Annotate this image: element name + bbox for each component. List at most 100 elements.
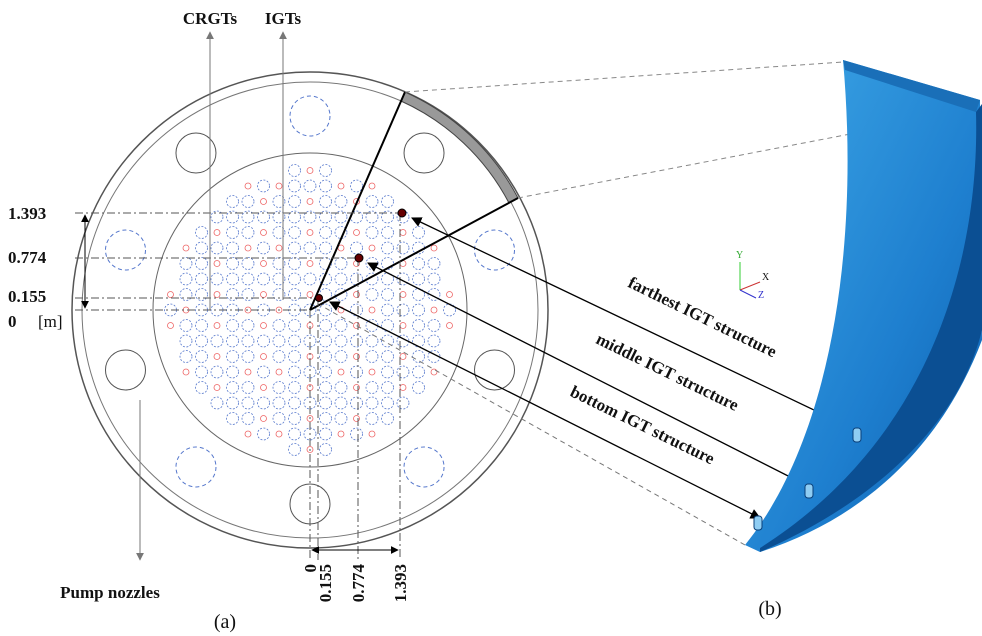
tube (307, 199, 313, 205)
tube (400, 292, 406, 298)
tube (397, 397, 409, 409)
tube (428, 335, 440, 347)
shell-3d (740, 60, 982, 552)
tube (400, 385, 406, 391)
tube (227, 320, 239, 332)
tube (307, 292, 313, 298)
tube (382, 382, 394, 394)
tube (227, 258, 239, 270)
label: IGTs (265, 9, 302, 28)
tube (382, 289, 394, 301)
tube (320, 366, 332, 378)
tube (382, 351, 394, 363)
tube (245, 369, 251, 375)
tube (413, 335, 425, 347)
figure: CRGTs IGTs Pump nozzles (a) (b) [m] 1.39… (0, 0, 982, 636)
tube (400, 323, 406, 329)
tube (382, 242, 394, 254)
tube (211, 397, 223, 409)
tube (335, 258, 347, 270)
tube (366, 351, 378, 363)
tube (320, 180, 332, 192)
tube (351, 335, 363, 347)
tube (289, 258, 301, 270)
tube (242, 227, 254, 239)
tube (196, 258, 208, 270)
tube (258, 428, 270, 440)
tube (258, 273, 270, 285)
tube (261, 385, 267, 391)
tube (242, 273, 254, 285)
tube (369, 307, 375, 313)
tube (428, 320, 440, 332)
tube (413, 382, 425, 394)
tube (180, 289, 192, 301)
tube (245, 183, 251, 189)
tube (447, 292, 453, 298)
tube (354, 230, 360, 236)
tube (214, 354, 220, 360)
tube (196, 320, 208, 332)
tube (366, 413, 378, 425)
tube (304, 180, 316, 192)
nozzle (105, 230, 145, 270)
bottom-tick: 0.774 (349, 564, 368, 603)
bottom-tick: 1.393 (391, 564, 410, 602)
tube (196, 227, 208, 239)
nozzle (290, 96, 330, 136)
nozzle (404, 447, 444, 487)
tube (211, 273, 223, 285)
tube (273, 320, 285, 332)
tube (382, 366, 394, 378)
tube (320, 397, 332, 409)
tube (289, 289, 301, 301)
tube (335, 382, 347, 394)
tube (276, 245, 282, 251)
tube (320, 165, 332, 177)
tube (273, 413, 285, 425)
tube (335, 320, 347, 332)
tube (196, 351, 208, 363)
tube (366, 382, 378, 394)
tube (335, 397, 347, 409)
tube (289, 180, 301, 192)
tube (382, 397, 394, 409)
tube (227, 289, 239, 301)
tube (369, 431, 375, 437)
tube (261, 261, 267, 267)
nozzle (404, 133, 444, 173)
tube (397, 304, 409, 316)
tube (366, 289, 378, 301)
tube (366, 196, 378, 208)
tube (335, 335, 347, 347)
tube (242, 335, 254, 347)
tube (196, 335, 208, 347)
tube (369, 183, 375, 189)
tube (320, 382, 332, 394)
tube (227, 397, 239, 409)
tube (273, 335, 285, 347)
tube (413, 320, 425, 332)
tube (413, 227, 425, 239)
tube (369, 245, 375, 251)
structure-label: farthest IGT structure (625, 273, 780, 362)
tube (369, 369, 375, 375)
tube (320, 242, 332, 254)
tube (273, 397, 285, 409)
tube (354, 323, 360, 329)
tube (307, 168, 313, 174)
label: Pump nozzles (60, 583, 160, 602)
tube (320, 413, 332, 425)
tube (320, 351, 332, 363)
tube (242, 397, 254, 409)
left-tick: 0.155 (8, 287, 46, 306)
tube (227, 335, 239, 347)
tube (180, 258, 192, 270)
tube (245, 245, 251, 251)
tube (180, 273, 192, 285)
tube (242, 382, 254, 394)
tube (214, 323, 220, 329)
tube (431, 369, 437, 375)
axis-label: Y (736, 250, 743, 261)
tube (413, 258, 425, 270)
